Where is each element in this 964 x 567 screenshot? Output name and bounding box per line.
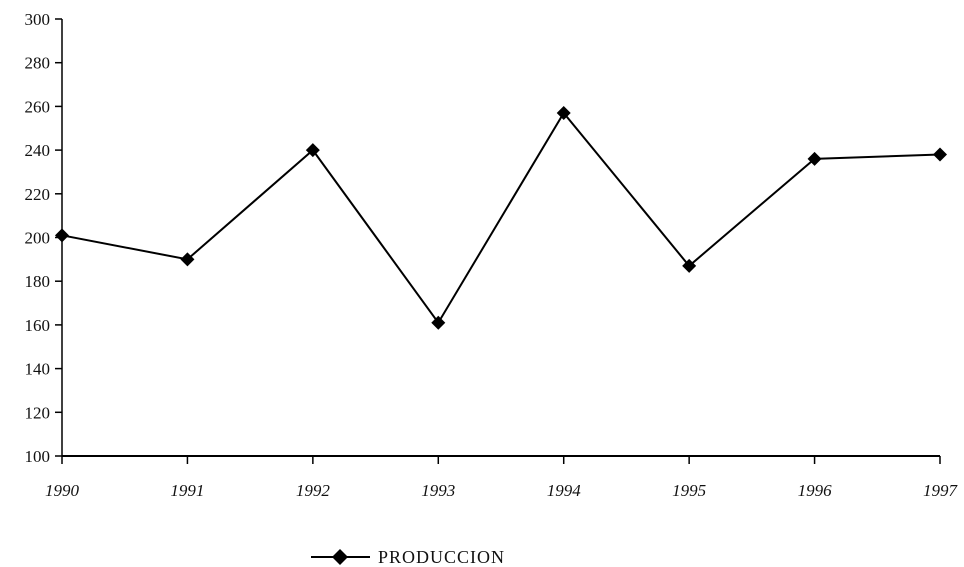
x-axis-ticks: 1990 1991 1992 1993 1994 1995 1996 1997 [45, 456, 959, 500]
x-tick-label: 1997 [923, 481, 959, 500]
data-point-marker [682, 258, 697, 273]
y-tick-label: 200 [25, 229, 51, 248]
y-tick-label: 220 [25, 185, 51, 204]
data-point-marker [305, 143, 320, 158]
legend-label: PRODUCCION [378, 547, 505, 567]
x-tick-label: 1990 [45, 481, 80, 500]
data-point-marker [431, 315, 446, 330]
data-point-marker [933, 147, 947, 162]
x-tick-label: 1994 [547, 481, 582, 500]
y-tick-label: 180 [25, 272, 51, 291]
data-point-marker [180, 252, 195, 267]
x-tick-label: 1995 [672, 481, 706, 500]
x-tick-label: 1991 [170, 481, 204, 500]
x-tick-label: 1993 [421, 481, 455, 500]
y-tick-label: 100 [25, 447, 51, 466]
data-point-marker [55, 228, 69, 243]
x-tick-label: 1992 [296, 481, 331, 500]
y-tick-label: 240 [25, 141, 51, 160]
y-tick-label: 140 [25, 360, 51, 379]
data-point-marker [556, 105, 571, 120]
legend-diamond-marker [332, 549, 348, 565]
x-tick-label: 1996 [798, 481, 833, 500]
y-axis-ticks: 100 120 140 160 180 200 220 240 260 280 300 [25, 10, 62, 466]
y-tick-label: 260 [25, 97, 51, 116]
y-tick-label: 120 [25, 403, 51, 422]
y-tick-label: 300 [25, 10, 51, 29]
y-tick-label: 160 [25, 316, 51, 335]
series-group [55, 105, 947, 330]
y-tick-label: 280 [25, 54, 51, 73]
series-line [61, 111, 941, 325]
data-point-marker [807, 151, 822, 166]
legend: PRODUCCION [311, 547, 505, 567]
